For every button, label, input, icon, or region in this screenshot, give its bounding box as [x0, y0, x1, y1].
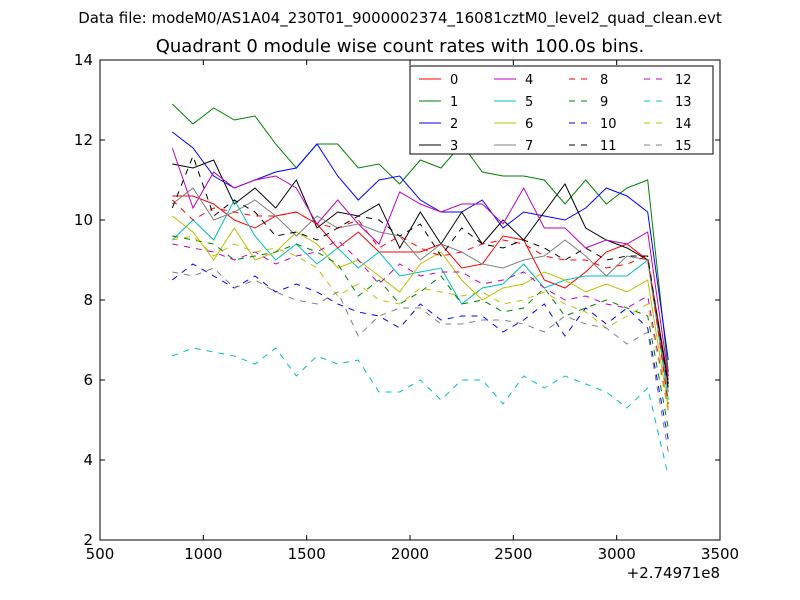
- series-line-9: [172, 235, 669, 429]
- x-tick-label: 3000: [598, 545, 636, 563]
- chart-title: Quadrant 0 module wise count rates with …: [155, 36, 645, 57]
- series-line-3: [172, 159, 669, 385]
- series-layer: [171, 103, 669, 477]
- legend-label-13: 13: [675, 95, 692, 110]
- legend-label-14: 14: [675, 117, 692, 132]
- series-line-6: [171, 215, 669, 409]
- x-tick-label: 2000: [391, 545, 429, 563]
- series-line-11: [171, 154, 669, 389]
- legend-label-5: 5: [525, 95, 533, 110]
- series-line-13: [172, 347, 669, 477]
- series-line-5: [171, 198, 669, 401]
- legend-label-11: 11: [600, 139, 617, 154]
- x-tick-label: 2500: [494, 545, 532, 563]
- legend-label-1: 1: [450, 95, 458, 110]
- legend-label-12: 12: [675, 73, 692, 88]
- series-line-12: [172, 239, 669, 413]
- legend-label-7: 7: [525, 139, 533, 154]
- suptitle: Data file: modeM0/AS1A04_230T01_90000023…: [78, 9, 722, 27]
- series-line-14: [172, 235, 669, 413]
- y-tick-label: 2: [83, 531, 93, 549]
- series-line-0: [172, 195, 669, 381]
- series-line-10: [171, 263, 669, 441]
- x-tick-label: 500: [86, 545, 115, 563]
- series-line-8: [171, 199, 669, 405]
- legend-label-4: 4: [525, 73, 533, 88]
- y-tick-label: 4: [83, 451, 93, 469]
- legend-label-10: 10: [600, 117, 617, 132]
- y-tick-label: 6: [83, 371, 93, 389]
- series-line-15: [172, 267, 669, 453]
- y-tick-label: 12: [74, 131, 93, 149]
- series-line-1: [171, 103, 669, 373]
- legend-label-9: 9: [600, 95, 608, 110]
- series-line-4: [171, 147, 669, 377]
- legend-label-15: 15: [675, 139, 692, 154]
- y-tick-label: 10: [74, 211, 93, 229]
- series-line-7: [171, 187, 669, 393]
- x-tick-label: 3500: [701, 545, 739, 563]
- y-tick-label: 14: [74, 51, 93, 69]
- legend-label-0: 0: [450, 73, 458, 88]
- x-tick-label: 1000: [184, 545, 222, 563]
- y-tick-label: 8: [83, 291, 93, 309]
- legend-label-2: 2: [450, 117, 458, 132]
- legend-label-6: 6: [525, 117, 533, 132]
- legend-label-3: 3: [450, 139, 458, 154]
- x-offset-label: +2.74971e8: [627, 564, 720, 582]
- legend-box: [409, 65, 714, 155]
- x-tick-label: 1500: [288, 545, 326, 563]
- legend-label-8: 8: [600, 73, 608, 88]
